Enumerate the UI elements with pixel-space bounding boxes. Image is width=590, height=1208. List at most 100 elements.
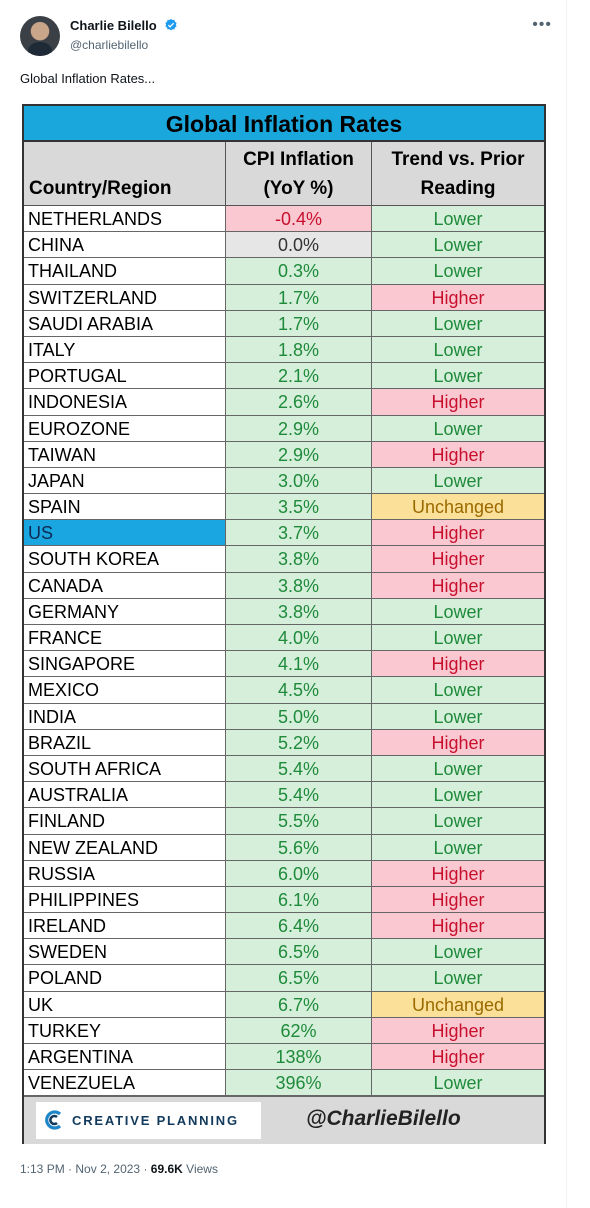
trend-cell: Higher [372,389,544,416]
table-row: FINLAND 5.5% Lower [24,808,544,835]
trend-cell: Lower [372,939,544,966]
cpi-cell: 6.4% [226,913,372,940]
cpi-cell: 3.5% [226,494,372,521]
creative-planning-logo-icon [45,1110,62,1130]
trend-cell: Lower [372,258,544,285]
cpi-cell: 5.4% [226,782,372,809]
cpi-cell: 1.8% [226,336,372,364]
trend-cell: Lower [372,206,544,233]
meta-separator-1: · [68,1162,73,1176]
header-country-label: Country/Region [29,178,172,199]
author-name[interactable]: Charlie Bilello [70,18,157,33]
avatar[interactable] [20,16,60,56]
table-row: NEW ZEALAND 5.6% Lower [24,834,544,861]
country-cell: NEW ZEALAND [24,834,226,861]
table-row: SINGAPORE 4.1% Higher [24,651,544,678]
table-row: MEXICO 4.5% Lower [24,677,544,704]
tweet-time[interactable]: 1:13 PM [20,1162,65,1176]
creative-planning-logo: CREATIVE PLANNING [36,1102,261,1139]
trend-cell: Higher [372,913,544,940]
cpi-cell: 5.6% [226,834,372,861]
trend-cell: Higher [372,572,544,599]
cpi-cell: 3.8% [226,598,372,625]
tweet-date[interactable]: Nov 2, 2023 [75,1162,141,1176]
country-cell: SINGAPORE [24,651,226,678]
country-cell: THAILAND [24,258,226,285]
cpi-cell: 0.3% [226,258,372,285]
tweet-meta: 1:13 PM · Nov 2, 2023 · 69.6K Views [20,1162,218,1176]
trend-cell: Higher [372,860,544,887]
footer-handle: @CharlieBilello [306,1107,461,1130]
country-cell: POLAND [24,965,226,992]
table-row: ITALY 1.8% Lower [24,336,544,364]
trend-cell: Lower [372,782,544,809]
country-cell: VENEZUELA [24,1070,226,1097]
more-options-icon[interactable]: ••• [532,16,552,33]
cpi-cell: 2.9% [226,441,372,468]
inflation-table-image[interactable]: Global Inflation Rates Country/Region CP… [22,104,546,1144]
trend-cell: Higher [372,729,544,756]
author-handle[interactable]: @charliebilello [70,38,149,52]
country-cell: CANADA [24,572,226,599]
country-cell: RUSSIA [24,860,226,887]
country-cell: FINLAND [24,808,226,835]
country-cell: SWEDEN [24,939,226,966]
trend-cell: Lower [372,677,544,704]
table-row: CANADA 3.8% Higher [24,572,544,599]
country-cell: TAIWAN [24,441,226,468]
country-cell: CHINA [24,232,226,259]
country-cell: MEXICO [24,677,226,704]
country-cell: GERMANY [24,598,226,625]
table-row: SAUDI ARABIA 1.7% Lower [24,310,544,337]
table-row: THAILAND 0.3% Lower [24,258,544,285]
trend-cell: Lower [372,1070,544,1097]
country-cell: PHILIPPINES [24,886,226,914]
table-row: UK 6.7% Unchanged [24,991,544,1018]
trend-cell: Lower [372,467,544,495]
cpi-cell: 396% [226,1070,372,1097]
table-row: SOUTH KOREA 3.8% Higher [24,546,544,573]
trend-cell: Higher [372,441,544,468]
table-row: SOUTH AFRICA 5.4% Lower [24,755,544,783]
country-cell: JAPAN [24,467,226,495]
country-cell: ARGENTINA [24,1044,226,1071]
views-count: 69.6K [150,1162,183,1176]
cpi-cell: 6.1% [226,886,372,914]
cpi-cell: 138% [226,1044,372,1071]
table-row: GERMANY 3.8% Lower [24,598,544,625]
table-row: SWEDEN 6.5% Lower [24,939,544,966]
country-cell: SOUTH AFRICA [24,755,226,783]
meta-separator-2: · [143,1162,148,1176]
country-cell: SWITZERLAND [24,284,226,311]
cpi-cell: 5.0% [226,703,372,730]
trend-cell: Lower [372,834,544,861]
table-row: POLAND 6.5% Lower [24,965,544,992]
trend-cell: Lower [372,808,544,835]
header-country: Country/Region [24,142,226,206]
cpi-cell: 3.8% [226,572,372,599]
country-cell: BRAZIL [24,729,226,756]
cpi-cell: 4.5% [226,677,372,704]
cpi-cell: 4.0% [226,625,372,652]
trend-cell: Lower [372,363,544,390]
country-cell: IRELAND [24,913,226,940]
table-row: VENEZUELA 396% Lower [24,1070,544,1097]
cpi-cell: 5.5% [226,808,372,835]
author-name-wrap[interactable]: Charlie Bilello [70,17,178,35]
header-cpi-line1: CPI Inflation [243,149,354,170]
trend-cell: Higher [372,546,544,573]
cpi-cell: 2.1% [226,363,372,390]
country-cell: SOUTH KOREA [24,546,226,573]
table-row: FRANCE 4.0% Lower [24,625,544,652]
table-row: SPAIN 3.5% Unchanged [24,494,544,521]
table-row: IRELAND 6.4% Higher [24,913,544,940]
cpi-cell: 6.7% [226,991,372,1018]
country-cell: INDONESIA [24,389,226,416]
country-cell: UK [24,991,226,1018]
cpi-cell: -0.4% [226,206,372,233]
country-cell: US [24,520,226,547]
header-cpi-line2: (YoY %) [263,178,334,199]
table-row: AUSTRALIA 5.4% Lower [24,782,544,809]
header-cpi: CPI Inflation (YoY %) [226,142,372,206]
views-label: Views [186,1162,218,1176]
